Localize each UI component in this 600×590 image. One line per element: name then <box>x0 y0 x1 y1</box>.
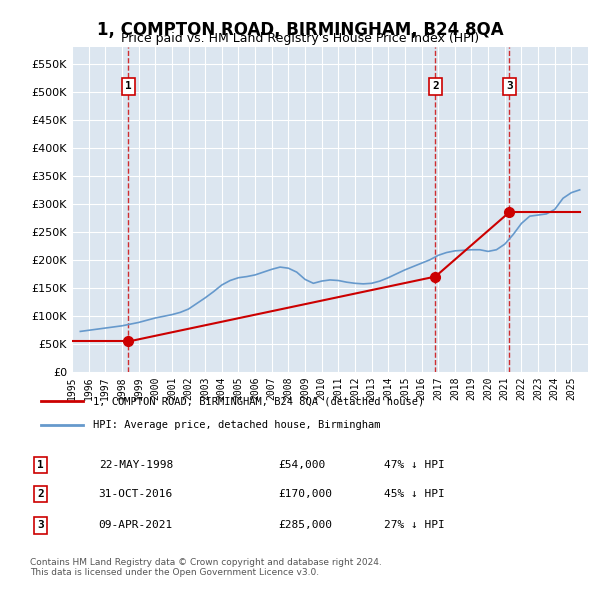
Text: 27% ↓ HPI: 27% ↓ HPI <box>384 520 445 530</box>
Text: 2: 2 <box>432 81 439 91</box>
Text: 1: 1 <box>125 81 132 91</box>
Text: 09-APR-2021: 09-APR-2021 <box>98 520 173 530</box>
Text: 1: 1 <box>37 460 44 470</box>
Text: 1, COMPTON ROAD, BIRMINGHAM, B24 8QA: 1, COMPTON ROAD, BIRMINGHAM, B24 8QA <box>97 21 503 39</box>
Text: HPI: Average price, detached house, Birmingham: HPI: Average price, detached house, Birm… <box>94 419 381 430</box>
Text: 22-MAY-1998: 22-MAY-1998 <box>98 460 173 470</box>
Text: 2: 2 <box>37 489 44 499</box>
Text: 45% ↓ HPI: 45% ↓ HPI <box>384 489 445 499</box>
Text: 47% ↓ HPI: 47% ↓ HPI <box>384 460 445 470</box>
Text: 3: 3 <box>37 520 44 530</box>
Text: £170,000: £170,000 <box>278 489 332 499</box>
Text: Contains HM Land Registry data © Crown copyright and database right 2024.
This d: Contains HM Land Registry data © Crown c… <box>30 558 382 577</box>
Text: Price paid vs. HM Land Registry's House Price Index (HPI): Price paid vs. HM Land Registry's House … <box>121 32 479 45</box>
Text: 31-OCT-2016: 31-OCT-2016 <box>98 489 173 499</box>
Text: 1, COMPTON ROAD, BIRMINGHAM, B24 8QA (detached house): 1, COMPTON ROAD, BIRMINGHAM, B24 8QA (de… <box>94 396 425 407</box>
Text: 3: 3 <box>506 81 512 91</box>
Text: £54,000: £54,000 <box>278 460 325 470</box>
Text: £285,000: £285,000 <box>278 520 332 530</box>
